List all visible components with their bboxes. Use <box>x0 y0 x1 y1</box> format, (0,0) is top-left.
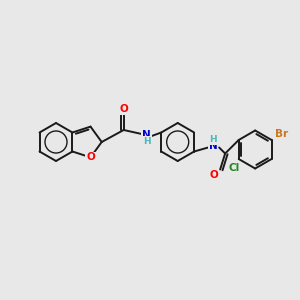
Text: Br: Br <box>275 129 288 139</box>
Text: O: O <box>119 104 128 114</box>
Text: O: O <box>86 152 95 162</box>
Text: N: N <box>209 140 218 151</box>
Text: H: H <box>209 135 217 144</box>
Text: O: O <box>210 169 218 179</box>
Text: Cl: Cl <box>228 163 239 173</box>
Text: H: H <box>143 136 151 146</box>
Text: N: N <box>142 130 151 140</box>
